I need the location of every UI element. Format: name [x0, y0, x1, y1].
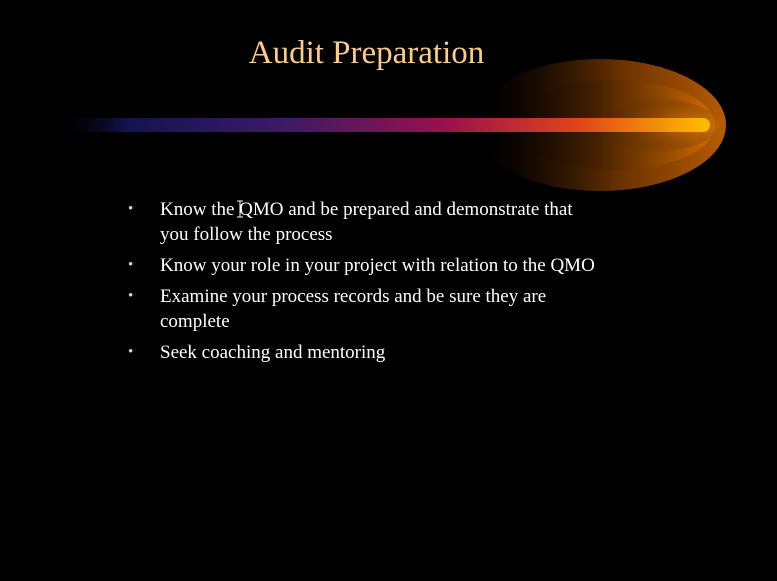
bullet-icon: • [128, 257, 134, 273]
comet-beam [50, 118, 710, 132]
bullet-text: Know the QMO and be prepared and demonst… [160, 199, 573, 245]
bullet-text: Know your role in your project with rela… [160, 255, 595, 276]
text-cursor-icon [237, 200, 243, 218]
list-item: • Know the QMO and be prepared and demon… [128, 197, 598, 247]
list-item: • Know your role in your project with re… [128, 253, 598, 278]
bullet-list: • Know the QMO and be prepared and demon… [128, 197, 598, 371]
list-item: • Seek coaching and mentoring [128, 340, 598, 365]
bullet-text: Examine your process records and be sure… [160, 286, 547, 332]
bullet-text: Seek coaching and mentoring [160, 342, 386, 363]
bullet-icon: • [128, 288, 134, 304]
list-item: • Examine your process records and be su… [128, 284, 598, 334]
slide-title: Audit Preparation [248, 35, 485, 71]
bullet-icon: • [128, 344, 134, 360]
bullet-icon: • [128, 201, 134, 217]
